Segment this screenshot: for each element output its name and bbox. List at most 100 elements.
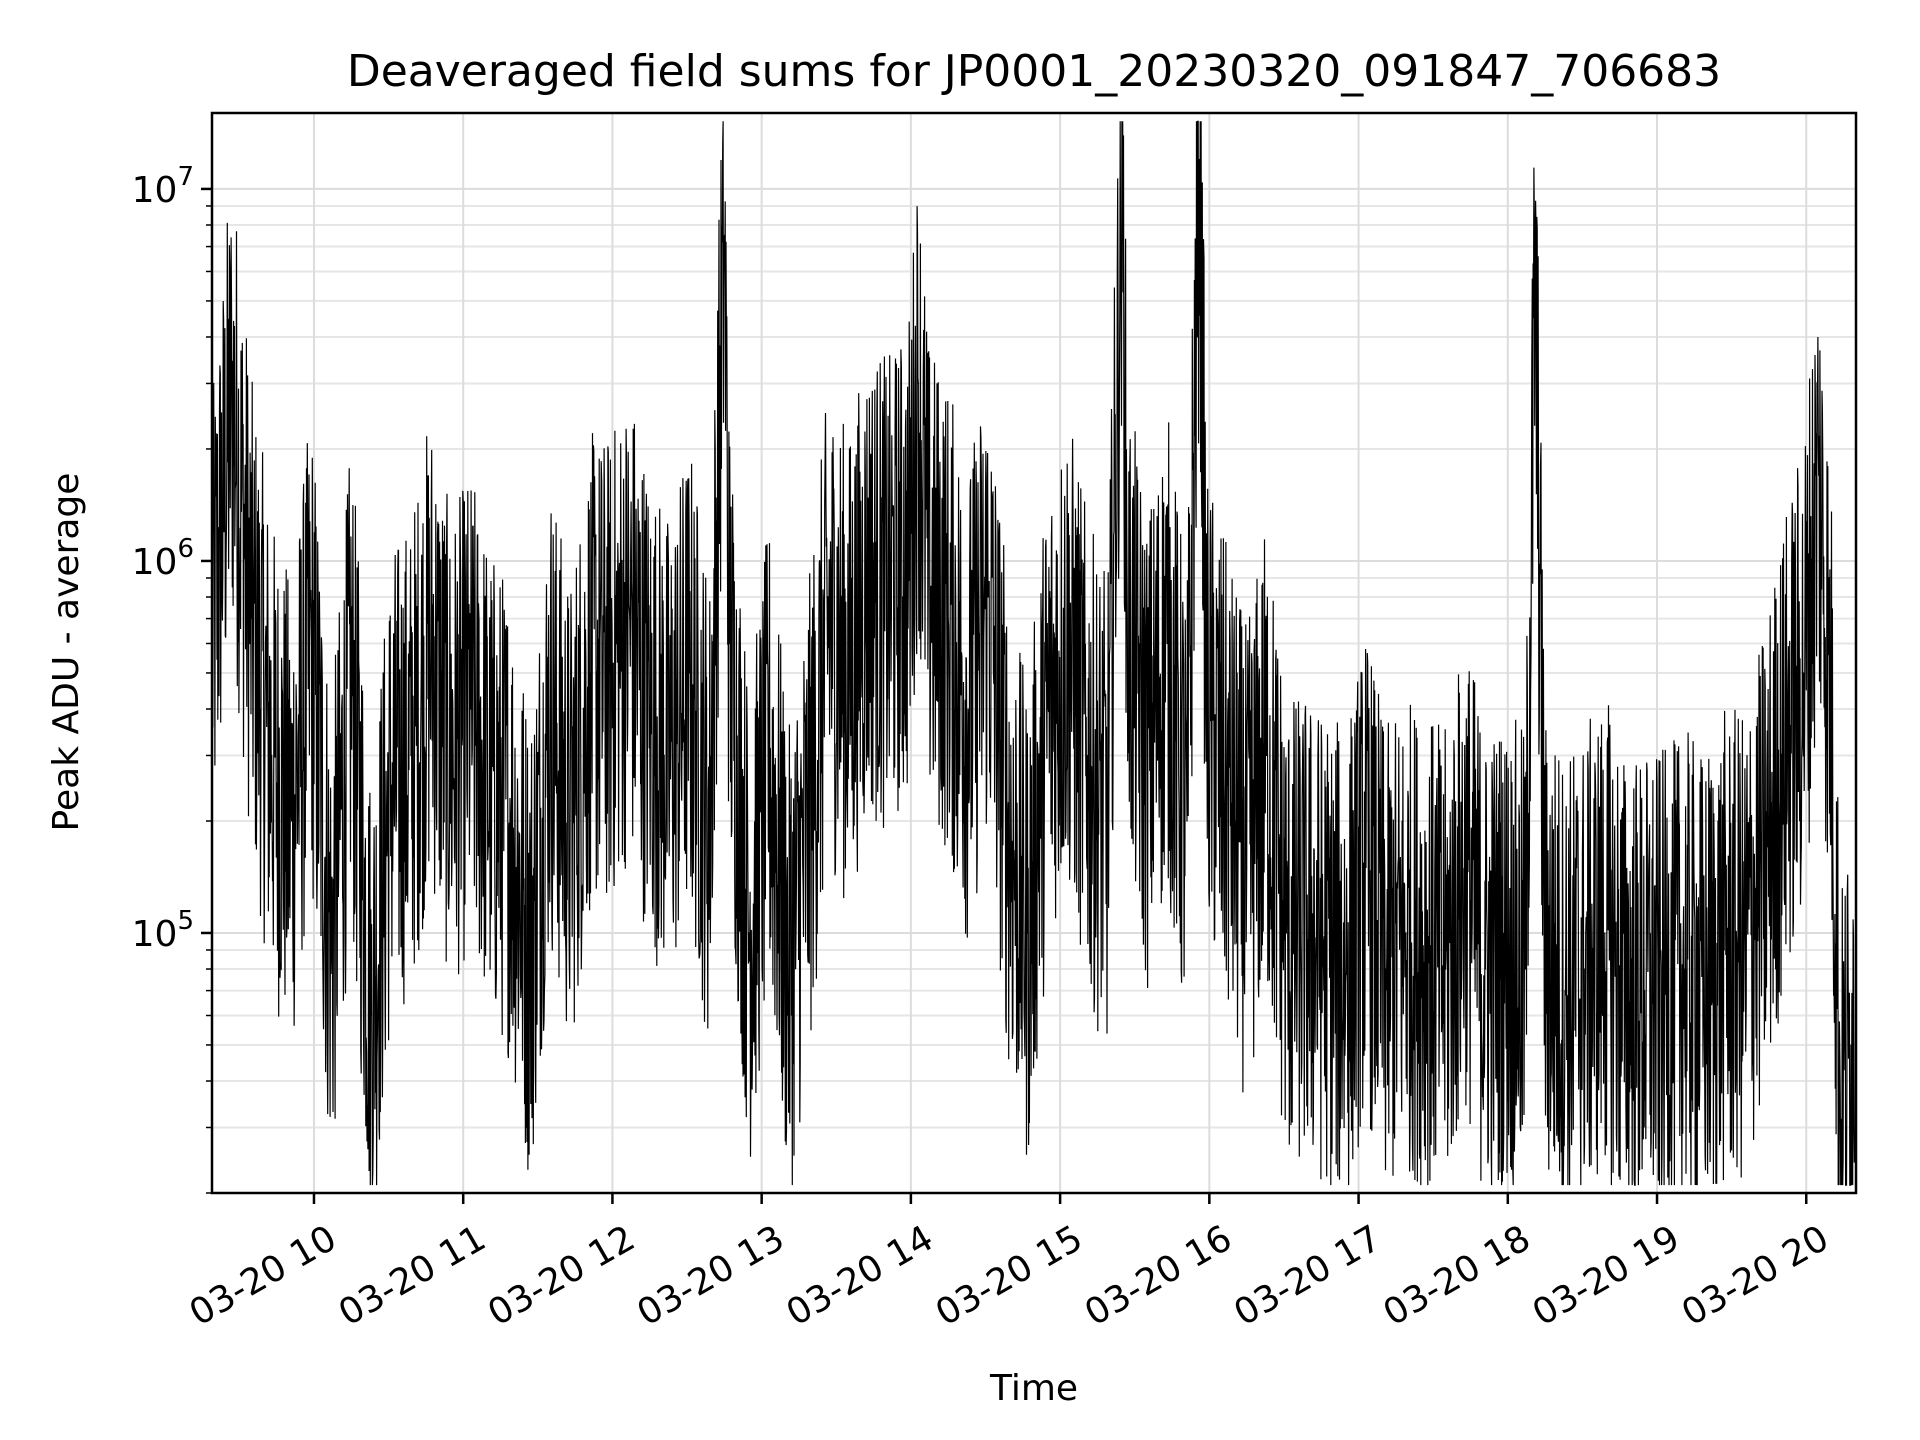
data-point xyxy=(1643,989,1646,992)
data-point xyxy=(290,820,293,822)
series-layer xyxy=(211,120,1857,1186)
data-point xyxy=(1524,968,1526,970)
data-point xyxy=(1146,754,1148,757)
data-point xyxy=(1007,820,1009,822)
data-point xyxy=(1763,866,1765,869)
data-point xyxy=(430,642,432,645)
y-tick-exponent: 6 xyxy=(177,534,194,564)
data-point xyxy=(1285,932,1288,934)
y-tick-label: 105 xyxy=(132,906,194,955)
data-point xyxy=(1206,708,1208,710)
data-point xyxy=(1305,932,1307,934)
chart-title: Deaveraged field sums for JP0001_2023032… xyxy=(347,46,1721,97)
data-point xyxy=(450,754,452,757)
data-point xyxy=(1405,932,1407,934)
data-point xyxy=(947,617,949,620)
data-point xyxy=(728,642,730,645)
data-point xyxy=(350,672,352,674)
data-point xyxy=(868,577,870,579)
data-point xyxy=(1803,672,1805,674)
data-point xyxy=(251,617,253,620)
data-point xyxy=(1186,820,1188,822)
y-tick-base: 10 xyxy=(132,914,178,955)
data-point xyxy=(589,672,591,674)
data-point xyxy=(967,708,969,710)
data-point xyxy=(1830,708,1832,710)
data-point xyxy=(1534,276,1536,278)
data-point xyxy=(1385,968,1387,970)
data-point xyxy=(1086,754,1089,757)
data-point xyxy=(649,708,651,710)
data-point xyxy=(808,820,810,822)
data-point xyxy=(1445,968,1447,970)
data-point xyxy=(1584,968,1586,970)
data-point xyxy=(1226,784,1228,786)
y-tick-exponent: 7 xyxy=(177,162,194,192)
data-point xyxy=(1325,949,1327,951)
data-point xyxy=(470,708,472,710)
plot-frame xyxy=(210,111,1858,1195)
data-point xyxy=(1027,932,1029,934)
data-point xyxy=(410,754,412,757)
data-point xyxy=(723,234,725,237)
data-point xyxy=(390,784,392,786)
data-point xyxy=(1047,708,1049,710)
y-tick-label: 106 xyxy=(132,534,194,583)
data-point xyxy=(917,382,919,385)
y-axis-label: Peak ADU - average xyxy=(46,473,87,832)
data-point xyxy=(708,820,711,822)
data-point xyxy=(1464,866,1467,869)
data-point xyxy=(1624,989,1626,992)
data-point xyxy=(1743,949,1745,951)
data-point xyxy=(1166,642,1168,645)
data-point xyxy=(1265,754,1268,757)
data-point xyxy=(987,596,989,598)
data-point xyxy=(1198,158,1200,161)
data-point xyxy=(788,968,790,970)
data-point xyxy=(768,754,770,757)
y-tick-base: 10 xyxy=(132,170,178,211)
data-point xyxy=(907,560,909,562)
data-point xyxy=(1425,949,1427,951)
data-point xyxy=(927,577,929,579)
data-point xyxy=(1504,949,1506,951)
series-line-0 xyxy=(211,120,1857,1186)
data-point xyxy=(1345,968,1347,970)
x-axis-label: Time xyxy=(989,1368,1078,1409)
data-point xyxy=(688,672,691,674)
data-point xyxy=(848,672,850,674)
data-point xyxy=(887,596,890,598)
data-point xyxy=(509,820,512,822)
data-point xyxy=(489,784,492,786)
data-point xyxy=(609,672,611,674)
data-point xyxy=(1840,1126,1842,1129)
data-point xyxy=(1544,949,1546,951)
data-point xyxy=(828,617,830,620)
data-point xyxy=(1604,932,1606,934)
data-point xyxy=(1703,989,1705,992)
data-point xyxy=(1663,989,1666,992)
data-point xyxy=(748,932,750,934)
data-point xyxy=(569,820,571,822)
data-point xyxy=(1818,474,1820,476)
data-point xyxy=(629,617,631,620)
data-point xyxy=(669,754,671,757)
data-point xyxy=(1126,617,1128,620)
data-point xyxy=(1066,642,1069,645)
data-point xyxy=(1564,989,1566,992)
y-tick-exponent: 5 xyxy=(177,906,194,936)
data-point xyxy=(1850,1044,1852,1046)
data-point xyxy=(271,754,273,757)
data-point xyxy=(330,949,332,951)
y-tick-base: 10 xyxy=(132,542,178,583)
data-point xyxy=(549,708,551,710)
y-tick-label: 107 xyxy=(132,162,194,211)
data-point xyxy=(529,949,531,951)
data-point xyxy=(1683,968,1685,970)
data-point xyxy=(1121,180,1123,182)
data-point xyxy=(1365,866,1367,869)
data-point xyxy=(1484,968,1487,970)
data-point xyxy=(1723,949,1725,951)
data-point xyxy=(1783,754,1785,757)
